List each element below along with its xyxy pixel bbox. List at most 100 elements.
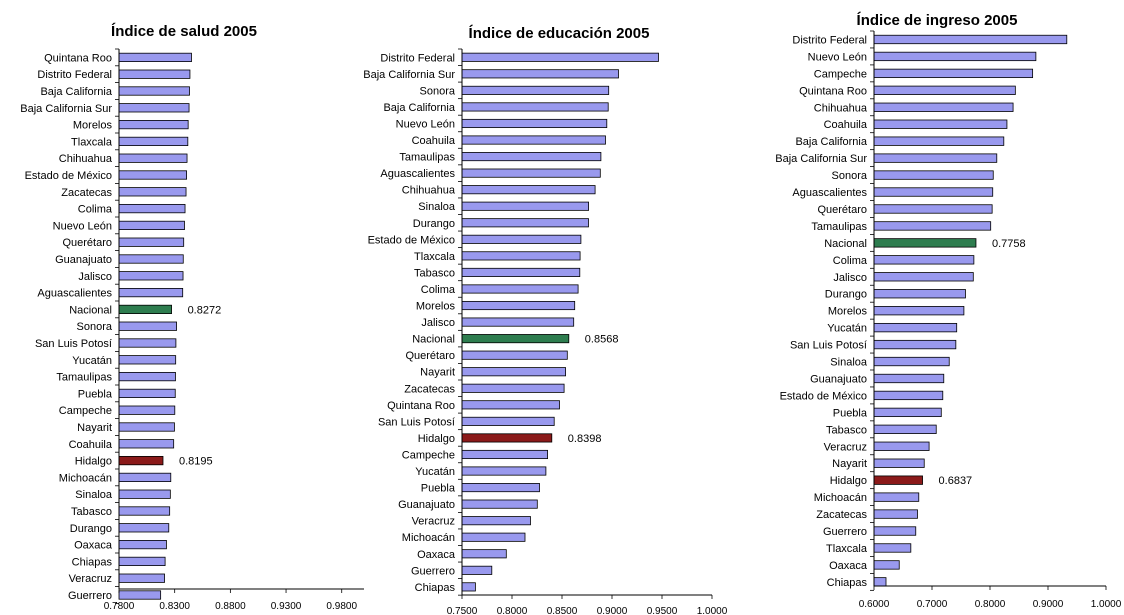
- category-label: Jalisco: [833, 272, 867, 284]
- category-label: Distrito Federal: [37, 69, 112, 81]
- category-label: Baja California: [795, 136, 867, 148]
- bar-baja-california-sur: [118, 103, 190, 113]
- bar-oaxaca: [873, 560, 900, 570]
- bar-distrito-federal: [461, 52, 659, 62]
- bar-aguascalientes: [873, 187, 994, 197]
- category-label: Aguascalientes: [37, 288, 112, 300]
- category-label: Nayarit: [420, 367, 455, 379]
- category-label: Oaxaca: [74, 540, 113, 552]
- category-label: Hidalgo: [418, 433, 455, 445]
- bar-distrito-federal: [873, 34, 1068, 45]
- category-label: Oaxaca: [829, 560, 868, 572]
- category-label: Jalisco: [78, 271, 112, 283]
- category-label: San Luis Potosí: [35, 338, 112, 350]
- category-label: Tlaxcala: [414, 251, 456, 263]
- bar-zacatecas: [461, 383, 565, 393]
- category-label: Chihuahua: [814, 102, 868, 114]
- bar-sonora: [118, 321, 177, 331]
- bar-morelos: [118, 120, 189, 130]
- x-tick-label: 1.0000: [697, 606, 728, 615]
- bar-michoacan: [461, 532, 526, 542]
- bar-nayarit: [118, 422, 175, 432]
- category-label: Nacional: [824, 238, 867, 250]
- x-tick-label: 0.8300: [159, 601, 190, 612]
- bar-puebla: [118, 388, 176, 399]
- bar-morelos: [461, 300, 576, 311]
- bar-michoacan: [118, 472, 172, 483]
- bar-durango: [461, 218, 589, 228]
- category-label: Durango: [825, 289, 867, 301]
- bar-puebla: [461, 483, 540, 493]
- category-label: Veracruz: [824, 441, 867, 453]
- bar-colima: [118, 203, 186, 214]
- bar-queretaro: [461, 350, 568, 360]
- category-label: Puebla: [78, 388, 113, 400]
- category-label: Estado de México: [780, 390, 867, 402]
- category-label: Yucatán: [72, 355, 112, 367]
- bar-coahuila: [461, 135, 606, 145]
- category-label: Durango: [413, 218, 455, 230]
- category-label: Campeche: [402, 449, 455, 461]
- category-label: Sinaloa: [830, 357, 868, 369]
- x-tick-label: 0.7000: [917, 599, 948, 610]
- bar-sinaloa: [461, 201, 589, 211]
- bar-tabasco: [873, 424, 937, 434]
- bar-sinaloa: [873, 356, 950, 367]
- x-tick-label: 0.9500: [647, 606, 678, 615]
- x-tick-label: 0.8800: [215, 601, 246, 612]
- chart-title: Índice de salud 2005: [111, 23, 257, 40]
- category-label: Sonora: [77, 321, 113, 333]
- bar-oaxaca: [461, 549, 507, 559]
- category-label: Tlaxcala: [826, 543, 868, 555]
- bar-coahuila: [118, 439, 175, 449]
- category-label: Guanajuato: [810, 373, 867, 385]
- category-label: Morelos: [416, 301, 456, 313]
- bar-durango: [118, 523, 170, 533]
- bar-nuevo-leon: [461, 118, 608, 129]
- bar-estado-de-mexico: [873, 390, 944, 401]
- category-label: Guerrero: [68, 590, 112, 602]
- bar-tamaulipas: [873, 221, 992, 231]
- category-label: Quintana Roo: [44, 52, 112, 64]
- category-label: San Luis Potosí: [378, 416, 455, 428]
- category-label: Puebla: [833, 407, 868, 419]
- bar-aguascalientes: [118, 287, 184, 298]
- bar-veracruz: [461, 516, 531, 526]
- bar-chiapas: [118, 556, 166, 567]
- bar-campeche: [461, 449, 548, 460]
- data-label-hidalgo: 0.6837: [939, 475, 973, 487]
- category-label: Puebla: [421, 483, 456, 495]
- category-label: Zacatecas: [404, 383, 455, 395]
- category-label: Michoacán: [402, 532, 455, 544]
- category-label: Chiapas: [415, 582, 456, 594]
- category-label: Estado de México: [25, 170, 112, 182]
- category-label: Michoacán: [814, 492, 867, 504]
- bar-yucatan: [461, 466, 547, 476]
- category-label: Chihuahua: [402, 185, 456, 197]
- bar-nuevo-leon: [873, 51, 1037, 62]
- category-label: Veracruz: [69, 573, 112, 585]
- category-label: Estado de México: [368, 234, 455, 246]
- bar-chiapas: [873, 577, 887, 587]
- bar-colima: [461, 284, 579, 294]
- bar-veracruz: [873, 441, 930, 451]
- bar-san-luis-potosi: [118, 338, 177, 348]
- category-label: Tamaulipas: [399, 152, 455, 164]
- category-label: Yucatán: [827, 323, 867, 335]
- bar-jalisco: [461, 317, 575, 327]
- category-label: Campeche: [59, 405, 112, 417]
- bar-tabasco: [461, 267, 581, 277]
- bar-baja-california-sur: [873, 153, 998, 163]
- category-label: Baja California Sur: [363, 69, 455, 81]
- bar-tlaxcala: [118, 136, 189, 146]
- bar-nacional: [118, 304, 172, 315]
- category-label: Nuevo León: [53, 220, 112, 232]
- bar-baja-california: [461, 102, 609, 112]
- bar-guanajuato: [873, 373, 945, 384]
- bar-nayarit: [873, 458, 925, 468]
- bar-san-luis-potosi: [873, 339, 957, 350]
- bar-estado-de-mexico: [461, 234, 582, 244]
- x-tick-label: 0.8500: [547, 606, 578, 615]
- category-label: Baja California Sur: [20, 103, 112, 115]
- bar-san-luis-potosi: [461, 416, 555, 426]
